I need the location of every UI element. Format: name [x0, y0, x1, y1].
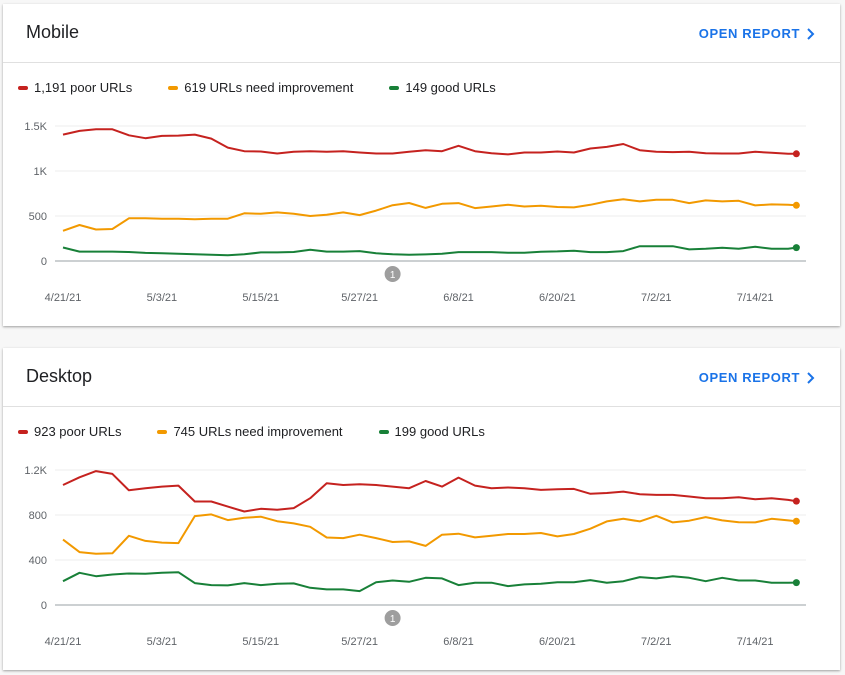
x-tick-label: 6/20/21: [539, 636, 576, 648]
annotation-label: 1: [390, 270, 396, 281]
open-report-label: OPEN REPORT: [698, 26, 800, 41]
x-tick-label: 6/8/21: [443, 636, 474, 648]
series-end-dot: [792, 497, 800, 505]
legend: 923 poor URLs 745 URLs need improvement …: [18, 424, 521, 439]
legend-item-needs-improvement: 745 URLs need improvement: [157, 424, 343, 439]
good-swatch: [389, 85, 400, 90]
desktop-chart: 0 400 800 1.2K 4/21/21 5/3/21 5/15/21 5/27/21 6/…: [24, 465, 806, 648]
annotation-label: 1: [390, 614, 396, 625]
x-tick-label: 7/2/21: [641, 292, 672, 304]
y-tick-label: 500: [29, 211, 47, 223]
chevron-right-icon: [807, 27, 815, 40]
series-end-dot: [792, 244, 800, 252]
mobile-chart: 0 500 1K 1.5K 4/21/21 5/3/21 5/15/21 5/27/21 6/8…: [24, 121, 806, 304]
series-line: [62, 571, 797, 593]
x-tick-label: 5/3/21: [147, 636, 178, 648]
card-title: Desktop: [26, 366, 93, 386]
legend: 1,191 poor URLs 619 URLs need improvemen…: [18, 80, 532, 95]
x-tick-label: 5/3/21: [147, 292, 178, 304]
x-tick-label: 7/2/21: [641, 636, 672, 648]
x-tick-label: 4/21/21: [45, 292, 82, 304]
y-tick-label: 1.5K: [24, 121, 47, 133]
open-report-button[interactable]: OPEN REPORT: [699, 26, 816, 41]
x-tick-label: 4/21/21: [45, 636, 82, 648]
series-end-dot: [792, 150, 800, 158]
mobile-card: Mobile OPEN REPORT 1,191 poor URLs 619 U…: [3, 4, 840, 326]
series-end-dot: [792, 201, 800, 209]
x-tick-label: 5/27/21: [341, 292, 378, 304]
chevron-right-icon: [807, 371, 815, 384]
open-report-button[interactable]: OPEN REPORT: [699, 370, 816, 385]
annotation-badge: [384, 610, 401, 626]
series-line: [62, 198, 797, 232]
legend-label: 745 URLs need improvement: [173, 424, 343, 439]
y-tick-label: 800: [29, 510, 47, 522]
poor-swatch: [18, 85, 28, 90]
y-tick-label: 400: [29, 555, 47, 567]
good-swatch: [378, 429, 389, 434]
legend-item-needs-improvement: 619 URLs need improvement: [168, 80, 353, 95]
y-tick-label: 1.2K: [24, 465, 47, 477]
legend-item-poor: 923 poor URLs: [18, 424, 121, 439]
legend-label: 1,191 poor URLs: [34, 80, 133, 95]
legend-label: 923 poor URLs: [34, 424, 122, 439]
desktop-card: Desktop OPEN REPORT 923 poor URLs 745 UR…: [3, 348, 840, 670]
needs-improvement-swatch: [168, 85, 179, 90]
series-line: [62, 513, 797, 555]
series-line: [62, 245, 797, 257]
y-tick-label: 0: [41, 256, 47, 268]
y-tick-label: 0: [41, 600, 47, 612]
x-tick-label: 6/8/21: [443, 292, 474, 304]
divider: [3, 62, 840, 63]
x-tick-label: 7/14/21: [737, 292, 774, 304]
x-tick-label: 5/15/21: [242, 292, 279, 304]
x-tick-label: 6/20/21: [539, 292, 576, 304]
x-tick-label: 7/14/21: [737, 636, 774, 648]
x-tick-label: 5/15/21: [242, 636, 279, 648]
legend-label: 619 URLs need improvement: [184, 80, 354, 95]
card-title: Mobile: [26, 22, 80, 42]
legend-item-poor: 1,191 poor URLs: [18, 80, 132, 95]
series-line: [62, 128, 797, 156]
legend-item-good: 149 good URLs: [389, 80, 496, 95]
legend-item-good: 199 good URLs: [378, 424, 485, 439]
needs-improvement-swatch: [157, 429, 168, 434]
x-tick-label: 5/27/21: [341, 636, 378, 648]
annotation-badge: [384, 266, 401, 282]
open-report-label: OPEN REPORT: [698, 370, 800, 385]
series-end-dot: [792, 579, 800, 587]
series-line: [62, 470, 797, 513]
series-end-dot: [792, 517, 800, 525]
y-tick-label: 1K: [34, 166, 48, 178]
legend-label: 199 good URLs: [394, 424, 485, 439]
poor-swatch: [18, 429, 28, 434]
divider: [3, 406, 840, 407]
legend-label: 149 good URLs: [405, 80, 496, 95]
